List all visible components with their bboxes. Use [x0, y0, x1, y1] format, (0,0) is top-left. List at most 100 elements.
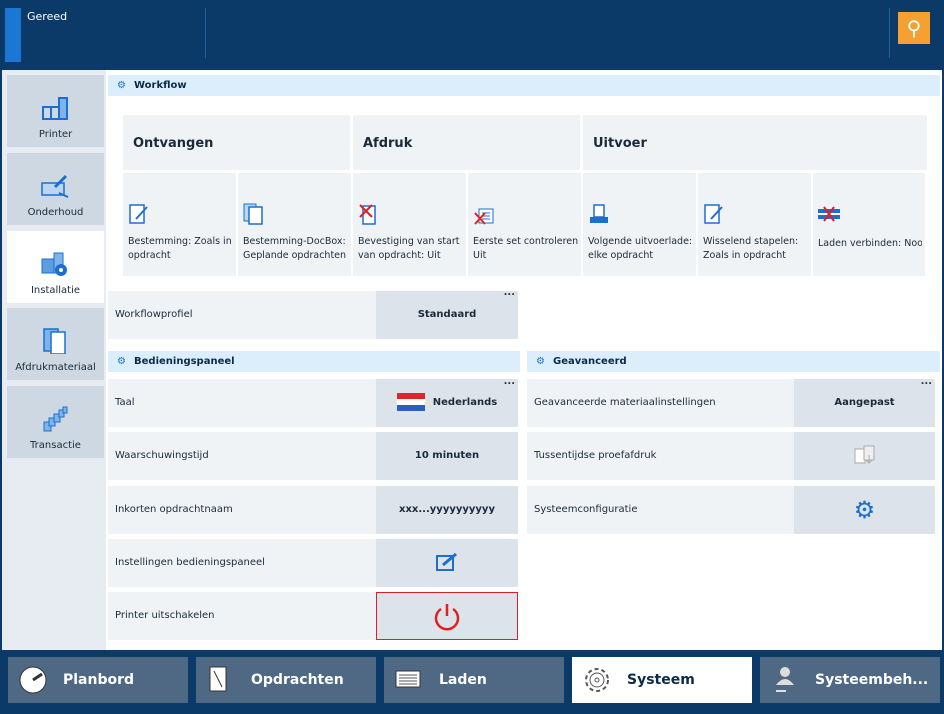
destination-icon [128, 203, 150, 225]
gear-icon: ⚙ [853, 496, 876, 524]
tile-text: Volgende uitvoerlade: Naelke opdracht [588, 236, 693, 261]
gear-icon [582, 665, 614, 695]
status-indicator [5, 8, 21, 62]
row-label: Tussentijdse proefafdruk [534, 450, 657, 461]
sidebar-item-label: Transactie [30, 440, 81, 451]
jobs-icon [206, 665, 238, 695]
row-label: Waarschuwingstijd [115, 450, 209, 461]
maintenance-icon [41, 174, 69, 198]
tile-text: Bestemming-DocBox: Geplande opdrachten [243, 236, 347, 261]
tab-label: Planbord [63, 672, 135, 688]
workflow-icon: ⚙ [117, 80, 126, 91]
section-title: Geavanceerd [553, 356, 627, 367]
advanced-icon: ⚙ [536, 356, 545, 367]
workflow-tile[interactable]: Bestemming: Zoals in opdracht [123, 173, 236, 276]
power-icon [434, 604, 460, 631]
workflow-tile[interactable]: Bevestiging van start van opdracht: Uit [353, 173, 466, 276]
panel-button[interactable]: xxx...yyyyyyyyyy [376, 486, 518, 534]
button-value: Aangepast [834, 397, 895, 408]
installation-icon [41, 252, 67, 276]
workflow-tile[interactable]: Bestemming-DocBox: Geplande opdrachten [238, 173, 351, 276]
docbox-icon [243, 203, 265, 225]
workflow-header: ⚙ Workflow [108, 75, 940, 96]
tab-systeem[interactable]: Systeem [572, 657, 752, 703]
column-uitvoer: Uitvoer [583, 115, 927, 170]
tab-label: Laden [439, 672, 487, 688]
tile-text: Bestemming: Zoals in opdracht [128, 236, 232, 261]
tile-text: Bevestiging van start van opdracht: Uit [358, 236, 460, 261]
workflow-profile-button[interactable]: ... Standaard [376, 287, 518, 339]
panel-icon: ⚙ [117, 356, 126, 367]
top-bar: Gereed ⚲ [0, 0, 944, 70]
output-tray-icon [588, 203, 610, 225]
row-label: Taal [115, 397, 135, 408]
tab-opdrachten[interactable]: Opdrachten [196, 657, 376, 703]
row-label: Printer uitschakelen [115, 610, 215, 621]
tab-label: Opdrachten [251, 672, 344, 688]
tab-label: Systeembeh... [815, 672, 929, 688]
admin-user-icon [770, 665, 802, 695]
tile-text: Laden verbinden: Nooit [818, 238, 922, 249]
sidebar-item-label: Installatie [30, 285, 81, 296]
workflow-tile[interactable]: Eerste set controleren: Uit [468, 173, 581, 276]
trays-icon [394, 665, 426, 695]
section-title: Workflow [134, 80, 187, 91]
wrench-icon: ⚲ [906, 16, 922, 40]
advanced-button[interactable]: ... Aangepast [794, 376, 935, 427]
panel-button[interactable] [376, 592, 518, 640]
button-value: 10 minuten [414, 450, 480, 461]
first-set-check-icon [473, 203, 495, 225]
column-ontvangen: Ontvangen [123, 115, 350, 170]
tab-planbord[interactable]: Planbord [8, 657, 188, 703]
edit-icon [436, 552, 457, 571]
column-afdruk: Afdruk [353, 115, 580, 170]
button-value: Nederlands [432, 397, 498, 408]
printer-icon [42, 97, 68, 120]
tab-systeembeh[interactable]: Systeembeh... [760, 657, 940, 703]
advanced-button[interactable]: ⚙ [794, 486, 935, 534]
row-label: Inkorten opdrachtnaam [115, 504, 233, 515]
offset-stacking-icon [703, 203, 725, 225]
sidebar-item-label: Printer [38, 129, 73, 140]
wrench-button[interactable]: ⚲ [898, 12, 930, 44]
sidebar-item-transactie[interactable]: Transactie [7, 386, 104, 458]
workflow-tile[interactable]: Wisselend stapelen: Zoals in opdracht [698, 173, 811, 276]
divider [889, 8, 890, 58]
more-icon: ... [503, 376, 515, 387]
section-title: Bedieningspaneel [134, 356, 235, 367]
panel-button[interactable]: 10 minuten [376, 432, 518, 480]
more-icon: ... [503, 287, 515, 298]
link-trays-icon [818, 203, 840, 225]
advanced-button[interactable] [794, 432, 935, 480]
clock-icon [18, 665, 50, 695]
row-label: Systeemconfiguratie [534, 504, 638, 515]
tile-text: Eerste set controleren: Uit [473, 236, 578, 261]
sidebar-item-afdrukmateriaal[interactable]: Afdrukmateriaal [7, 308, 104, 380]
status-text: Gereed [27, 10, 68, 23]
sidebar-item-label: Afdrukmateriaal [15, 362, 96, 373]
workflow-tile[interactable]: Laden verbinden: Nooit [813, 173, 925, 276]
panel-button[interactable] [376, 539, 518, 587]
transaction-icon [43, 406, 68, 432]
row-label: Instellingen bedieningspaneel [115, 557, 265, 568]
start-confirmation-icon [358, 203, 380, 225]
tile-text: Wisselend stapelen: Zoals in opdracht [703, 236, 799, 261]
row-label: Workflowprofiel [115, 309, 193, 320]
media-icon [43, 328, 66, 354]
panel-button[interactable]: ... Nederlands [376, 376, 518, 427]
row-label: Geavanceerde materiaalinstellingen [534, 397, 716, 408]
workflow-tile[interactable]: Volgende uitvoerlade: Naelke opdracht [583, 173, 696, 276]
button-value: Standaard [417, 309, 477, 320]
flag-nl-icon [396, 393, 425, 411]
advanced-header: ⚙ Geavanceerd [527, 351, 940, 372]
sidebar-item-onderhoud[interactable]: Onderhoud [7, 153, 104, 225]
more-icon: ... [920, 376, 932, 387]
sidebar-item-installatie[interactable]: Installatie [7, 231, 104, 303]
sidebar-item-printer[interactable]: Printer [7, 75, 104, 147]
button-value: xxx...yyyyyyyyyy [399, 504, 495, 515]
tab-laden[interactable]: Laden [384, 657, 564, 703]
panel-header: ⚙ Bedieningspaneel [108, 351, 520, 372]
tab-label: Systeem [627, 672, 695, 688]
sidebar-item-label: Onderhoud [27, 207, 84, 218]
divider [205, 8, 206, 58]
